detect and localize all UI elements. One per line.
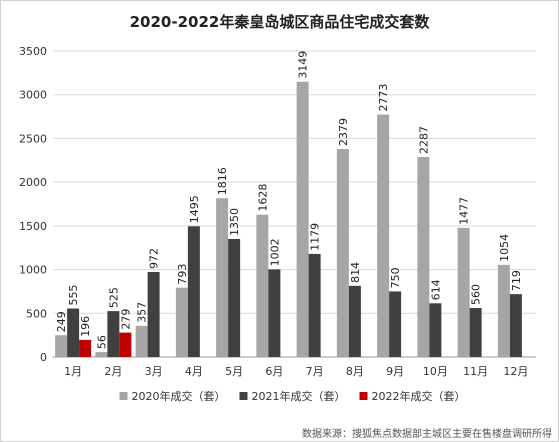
bar-1: [175, 287, 188, 357]
data-label: 357: [136, 302, 149, 323]
bar-1: [336, 149, 349, 357]
x-tick-label: 11月: [463, 365, 488, 378]
data-label: 1002: [268, 238, 281, 266]
bar-2: [147, 272, 160, 357]
bar-1: [135, 325, 148, 357]
x-tick-label: 1月: [64, 365, 82, 378]
x-tick-label: 6月: [265, 365, 283, 378]
bar-2: [268, 269, 281, 357]
bar-1: [296, 81, 309, 357]
legend-item: 2022年成交（套）: [359, 389, 466, 403]
bar-3: [79, 339, 92, 357]
x-tick-label: 2月: [104, 365, 122, 378]
data-label: 1628: [256, 184, 269, 212]
data-label: 719: [510, 270, 523, 291]
source-note: 数据来源：搜狐焦点数据部主城区主要在售楼盘调研所得: [302, 429, 552, 440]
data-label: 2379: [337, 118, 350, 146]
x-tick-label: 7月: [306, 365, 324, 378]
data-label: 525: [107, 287, 120, 308]
y-tick-label: 2000: [19, 176, 47, 189]
bar-2: [348, 285, 361, 357]
bar-2: [389, 291, 402, 357]
chart-title: 2020-2022年秦皇岛城区商品住宅成交套数: [129, 13, 430, 31]
y-tick-label: 2500: [19, 132, 47, 145]
bar-2: [187, 226, 200, 357]
data-label: 249: [55, 311, 68, 332]
bar-1: [457, 227, 470, 357]
y-tick-label: 3500: [19, 45, 47, 58]
x-tick-label: 9月: [386, 365, 404, 378]
data-label: 1350: [228, 208, 241, 236]
legend-label: 2022年成交（套）: [372, 389, 466, 403]
bar-2: [429, 303, 442, 357]
data-label: 279: [119, 309, 132, 330]
data-label: 1477: [458, 197, 471, 225]
data-label: 1054: [498, 234, 511, 262]
legend-label: 2020年成交（套）: [132, 389, 226, 403]
x-tick-label: 10月: [423, 365, 448, 378]
y-tick-label: 3000: [19, 89, 47, 102]
y-tick-label: 1500: [19, 220, 47, 233]
bar-1: [377, 114, 390, 357]
data-label: 814: [349, 262, 362, 283]
bar-2: [509, 294, 522, 357]
legend-swatch: [239, 392, 248, 400]
legend-item: 2020年成交（套）: [119, 389, 226, 403]
legend-swatch: [359, 392, 368, 400]
x-tick-label: 5月: [225, 365, 243, 378]
y-tick-label: 0: [40, 351, 47, 364]
bar-1: [256, 214, 269, 357]
bar-1: [216, 198, 229, 357]
bar-1: [95, 352, 108, 357]
x-tick-label: 8月: [346, 365, 364, 378]
legend-swatch: [119, 392, 128, 400]
data-label: 1495: [188, 195, 201, 223]
data-label: 750: [389, 267, 402, 288]
bar-1: [417, 157, 430, 357]
data-label: 614: [429, 279, 442, 300]
data-label: 2287: [417, 126, 430, 154]
legend-item: 2021年成交（套）: [239, 389, 346, 403]
x-tick-label: 3月: [145, 365, 163, 378]
data-label: 972: [148, 248, 161, 269]
data-label: 56: [95, 335, 108, 349]
x-tick-label: 4月: [185, 365, 203, 378]
data-label: 560: [470, 284, 483, 305]
data-label: 2773: [377, 84, 390, 112]
data-label: 1816: [216, 167, 229, 195]
bar-3: [119, 332, 132, 357]
legend-label: 2021年成交（套）: [252, 389, 346, 403]
bar-2: [308, 253, 321, 357]
data-label: 196: [79, 316, 92, 337]
bar-2: [228, 238, 241, 357]
bar-1: [55, 335, 68, 357]
y-tick-label: 1000: [19, 264, 47, 277]
data-label: 3149: [297, 51, 310, 79]
bar-2: [469, 308, 482, 357]
bar-2: [107, 311, 120, 357]
x-tick-label: 12月: [503, 365, 528, 378]
data-label: 1179: [309, 223, 322, 251]
bar-2: [67, 308, 80, 357]
y-tick-label: 500: [26, 307, 47, 320]
data-label: 555: [67, 284, 80, 305]
data-label: 793: [176, 264, 189, 285]
bar-1: [497, 264, 510, 357]
